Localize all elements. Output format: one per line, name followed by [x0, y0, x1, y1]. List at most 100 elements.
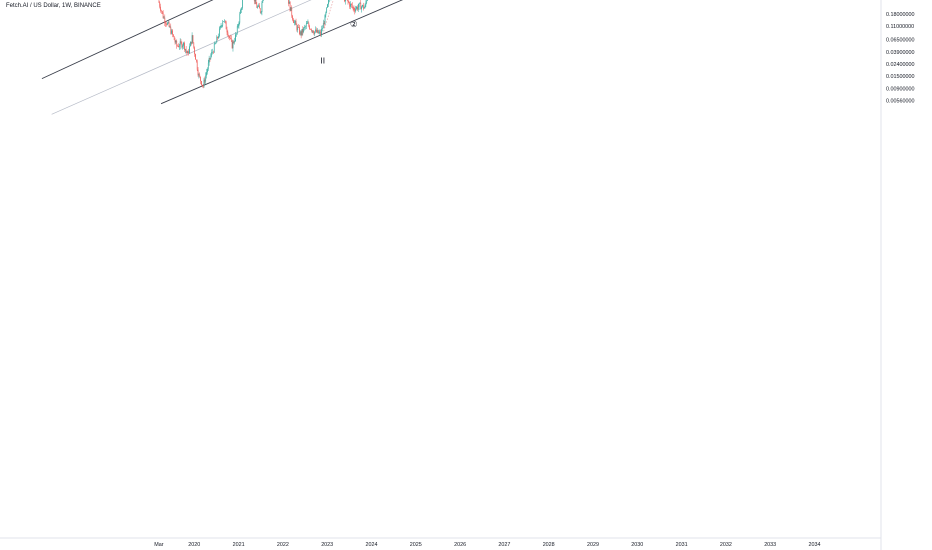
candle-body [304, 26, 305, 28]
candle-body [259, 8, 261, 13]
candle-body [236, 33, 237, 35]
candle-body [177, 45, 178, 47]
candle-body [293, 22, 295, 23]
candle-body [238, 22, 240, 26]
candle-body [206, 72, 207, 76]
candle-body [221, 25, 223, 27]
candle-body [326, 7, 328, 13]
candle-body [259, 5, 260, 9]
candle-body [364, 5, 366, 8]
candle-body [230, 38, 232, 41]
candle-body [198, 74, 200, 76]
candle-body [232, 41, 234, 49]
candle-body [211, 51, 213, 56]
candle-body [354, 10, 356, 12]
y-tick-label: 0.02400000 [886, 62, 914, 68]
candle-body [311, 29, 312, 31]
candle-body [255, 0, 257, 5]
candle-body [237, 25, 239, 27]
candle-body [226, 29, 228, 33]
candle-body [357, 7, 359, 10]
candle-body [322, 23, 324, 29]
candle-body [174, 40, 176, 43]
candle-body [308, 22, 310, 26]
candle-body [178, 46, 180, 48]
candle-body [199, 74, 201, 77]
wave-label: II [320, 55, 325, 65]
y-tick-label: 0.01500000 [886, 74, 914, 80]
time-axis[interactable]: Mar 2020 2021 2022 2023 2024 2025 2026 2027 2028 2… [154, 542, 820, 548]
candle-body [188, 51, 190, 54]
candle-body [158, 2, 160, 3]
candle-body [303, 27, 305, 33]
candle-body [323, 23, 325, 25]
channel-mid-line [51, 0, 312, 115]
x-tick-label: 2025 [410, 542, 422, 548]
candle-body [351, 4, 353, 8]
candle-body [328, 0, 329, 5]
candle-body [167, 22, 169, 23]
candle-body [193, 42, 195, 48]
candle-body [197, 69, 199, 76]
candle-body [313, 32, 315, 35]
candle-body [222, 21, 224, 26]
chart-legend: Fetch.AI / US Dollar, 1W, BINANCE [6, 3, 101, 9]
candle-body [187, 51, 189, 54]
candle-body [217, 36, 218, 38]
candle-body [311, 30, 313, 32]
candle-body [360, 2, 362, 10]
candle-body [324, 15, 326, 25]
x-tick-label: 2022 [277, 542, 289, 548]
candle-body [179, 41, 181, 47]
candle-body [320, 31, 322, 35]
candle-body [310, 29, 311, 30]
candle-body [190, 41, 192, 44]
candle-body [359, 2, 361, 4]
candle-body [235, 34, 236, 42]
candle-body [241, 0, 243, 9]
candle-body [353, 7, 355, 11]
candle-body [190, 41, 191, 47]
candle-body [261, 2, 263, 13]
candle-body [356, 6, 357, 9]
candle-body [161, 10, 162, 12]
y-tick-label: 0.00560000 [886, 98, 914, 104]
candle-body [262, 0, 264, 3]
price-axis[interactable]: 0.18000000 0.11000000 0.06500000 0.03900000… [886, 12, 914, 104]
candle-body [202, 85, 204, 87]
candle-body [254, 0, 256, 2]
candle-body [298, 27, 299, 28]
y-tick-label: 0.11000000 [886, 24, 914, 30]
candle-body [216, 36, 218, 43]
candle-body [203, 79, 205, 87]
candle-body [191, 35, 193, 44]
candle-body [200, 76, 201, 82]
wave-labels: IIIIIIIVV①②③④⑤(1)(2)(3)(4)(5) [320, 19, 358, 65]
x-tick-label: 2026 [454, 542, 466, 548]
candle-body [186, 51, 188, 54]
candle-body [236, 26, 238, 34]
candle-body [317, 29, 319, 34]
candle-body [362, 4, 364, 9]
candle-body [163, 17, 165, 19]
candle-body [208, 58, 210, 63]
candle-body [363, 7, 365, 9]
candle-body [299, 31, 301, 35]
candle-body [253, 0, 255, 2]
candle-body [183, 42, 184, 46]
candle-body [223, 21, 224, 22]
candle-body [301, 28, 303, 36]
candle-body [171, 30, 172, 34]
candle-body [180, 41, 182, 43]
y-tick-label: 0.00900000 [886, 87, 914, 93]
candle-body [218, 28, 220, 37]
x-tick-label: 2029 [587, 542, 599, 548]
candle-body [300, 31, 302, 36]
candle-body [218, 36, 219, 38]
candle-body [291, 7, 293, 16]
candle-body [160, 6, 161, 11]
candle-body [205, 75, 207, 82]
candle-body [325, 12, 327, 16]
candle-body [288, 0, 289, 4]
